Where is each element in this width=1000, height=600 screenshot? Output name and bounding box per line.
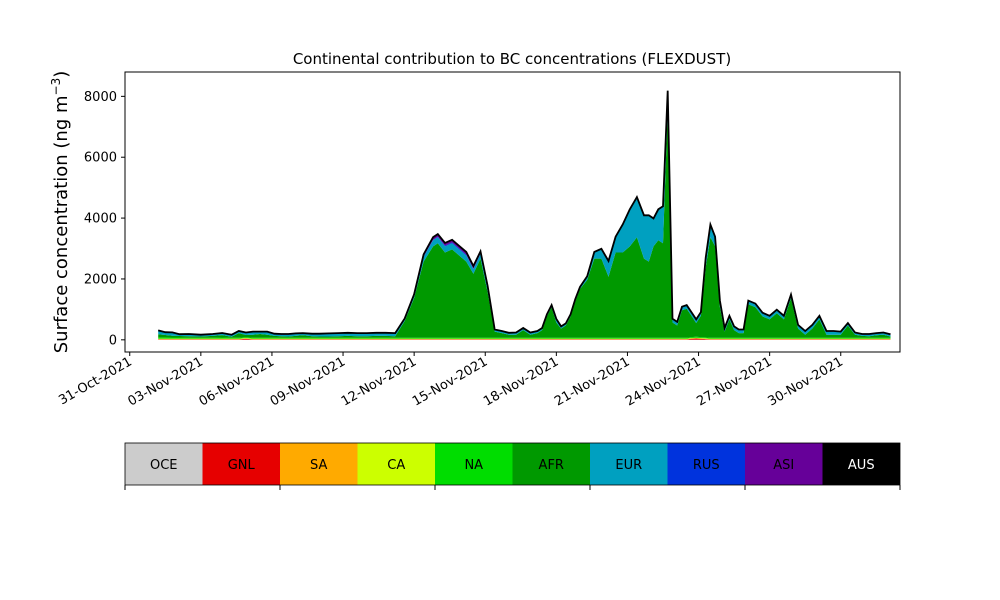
area-asi: [158, 90, 891, 336]
y-tick-label: 2000: [84, 272, 117, 287]
y-axis-label: Surface concentration (ng m−3): [49, 71, 72, 354]
legend-swatch-na: [435, 443, 513, 485]
legend-swatch-aus: [822, 443, 900, 485]
x-tick-label: 03-Nov-2021: [126, 354, 206, 409]
legend-swatch-oce: [125, 443, 203, 485]
x-tick-label: 31-Oct-2021: [56, 354, 134, 408]
plot-frame: [124, 71, 901, 353]
legend-swatch-ca: [357, 443, 435, 485]
area-rus: [158, 91, 891, 336]
legend-swatch-asi: [745, 443, 823, 485]
legend-swatch-sa: [280, 443, 358, 485]
legend-frame: [124, 442, 901, 486]
x-tick-label: 09-Nov-2021: [268, 354, 348, 409]
area-gnl: [158, 338, 891, 340]
x-tick-label: 12-Nov-2021: [339, 354, 419, 409]
x-tick-label: 06-Nov-2021: [197, 354, 277, 409]
legend-label-asi: ASI: [773, 458, 794, 473]
x-tick-label: 18-Nov-2021: [481, 354, 561, 409]
legend-label-eur: EUR: [615, 458, 642, 473]
y-tick-label: 0: [109, 333, 117, 348]
chart-title: Continental contribution to BC concentra…: [293, 50, 731, 68]
legend-swatch-gnl: [202, 443, 280, 485]
legend-label-na: NA: [464, 458, 483, 473]
legend-label-oce: OCE: [150, 458, 178, 473]
x-axis-ticks: 31-Oct-202103-Nov-202106-Nov-202109-Nov-…: [56, 352, 846, 409]
x-tick-label: 24-Nov-2021: [623, 354, 703, 409]
y-tick-label: 4000: [84, 212, 117, 227]
x-tick-label: 30-Nov-2021: [765, 354, 845, 409]
x-tick-label: 27-Nov-2021: [694, 354, 774, 409]
legend-label-sa: SA: [310, 458, 327, 473]
legend-swatch-afr: [512, 443, 590, 485]
area-afr: [158, 109, 891, 338]
legend-label-rus: RUS: [693, 458, 720, 473]
y-axis-ticks: 0 2000 4000 6000 8000: [84, 90, 125, 348]
stacked-area-group: [157, 90, 891, 340]
area-ca: [158, 337, 891, 340]
x-tick-label: 21-Nov-2021: [552, 354, 632, 409]
legend-swatch-eur: [590, 443, 668, 485]
legend-swatch-rus: [667, 443, 745, 485]
legend-label-gnl: GNL: [228, 458, 256, 473]
y-tick-label: 6000: [84, 151, 117, 166]
y-tick-label: 8000: [84, 90, 117, 105]
x-tick-label: 15-Nov-2021: [410, 354, 490, 409]
area-aus: [158, 90, 891, 335]
area-eur: [158, 91, 891, 337]
legend-label-aus: AUS: [848, 458, 875, 473]
legend-label-afr: AFR: [539, 458, 564, 473]
legend-label-ca: CA: [387, 458, 405, 473]
colorbar-legend: OCE GNL SA CA NA AFR EUR RUS ASI AUS: [124, 442, 901, 490]
total-outline: [157, 90, 891, 336]
